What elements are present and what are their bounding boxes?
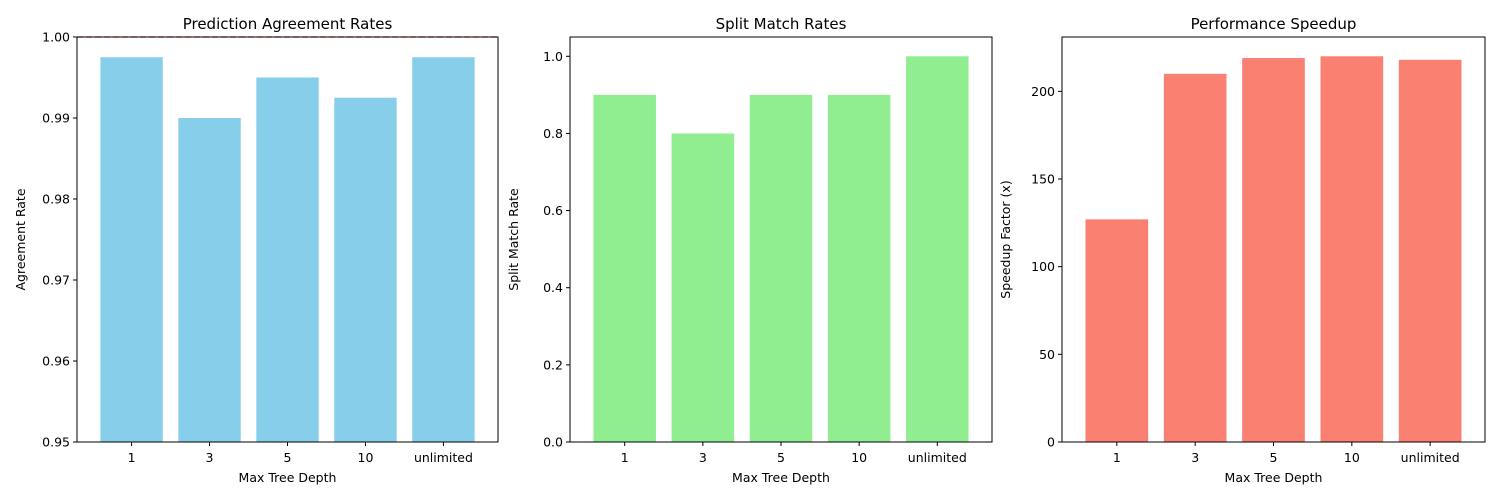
y-tick-label: 0: [1047, 435, 1055, 450]
y-axis-label: Speedup Factor (x): [998, 180, 1013, 298]
chart-title: Performance Speedup: [1191, 15, 1357, 33]
bar-10: [1320, 56, 1384, 443]
bar-unlimited: [906, 56, 969, 443]
x-tick-label: 3: [1191, 450, 1199, 465]
bar-3: [671, 133, 735, 442]
x-axis-label: Max Tree Depth: [239, 470, 337, 485]
x-tick-label: 10: [851, 450, 867, 465]
bar-1: [593, 94, 656, 442]
y-tick-label: 0.99: [42, 111, 70, 126]
bar-3: [1163, 73, 1227, 443]
x-tick-label: 10: [1344, 450, 1360, 465]
bar-10: [334, 97, 397, 442]
y-tick-label: 0.98: [42, 192, 70, 207]
chart-title: Prediction Agreement Rates: [183, 15, 393, 33]
y-tick-label: 1.00: [42, 30, 70, 45]
y-axis-label: Split Match Rate: [506, 188, 521, 291]
bar-unlimited: [1398, 59, 1462, 442]
x-axis-label: Max Tree Depth: [1225, 470, 1323, 485]
y-tick-label: 0.96: [42, 354, 70, 369]
y-tick-label: 150: [1031, 172, 1055, 187]
x-tick-label: 1: [1113, 450, 1121, 465]
x-tick-label: 5: [1270, 450, 1278, 465]
bar-5: [749, 94, 813, 442]
x-tick-label: unlimited: [908, 450, 967, 465]
x-tick-label: 10: [358, 450, 374, 465]
bar-unlimited: [412, 57, 475, 442]
chart-title: Split Match Rates: [716, 15, 847, 33]
chart-panel-1: 0.95 0.96 0.97 0.98 0.99 1.00 1 3 5 10 unlimited Pr…: [13, 15, 499, 485]
y-tick-label: 200: [1031, 84, 1055, 99]
x-tick-label: 5: [777, 450, 785, 465]
bar-5: [1242, 58, 1305, 442]
chart-panel-3: 0 50 100 150 200 1 3 5 10 unlimited Performance Sp…: [998, 15, 1486, 485]
y-tick-label: 1.0: [543, 49, 563, 64]
y-tick-label: 0.97: [42, 273, 70, 288]
bar-10: [827, 94, 891, 442]
y-axis-label: Agreement Rate: [13, 188, 28, 290]
x-tick-label: unlimited: [414, 450, 473, 465]
y-tick-label: 0.8: [543, 126, 563, 141]
x-tick-label: 3: [206, 450, 214, 465]
y-tick-label: 0.2: [543, 357, 563, 372]
y-tick-label: 0.4: [543, 280, 563, 295]
x-tick-label: 3: [699, 450, 707, 465]
y-tick-label: 100: [1031, 259, 1055, 274]
y-tick-label: 50: [1039, 347, 1055, 362]
bar-1: [100, 57, 163, 442]
x-tick-label: 1: [621, 450, 629, 465]
bar-3: [178, 118, 241, 442]
y-tick-label: 0.6: [543, 203, 563, 218]
bar-5: [256, 77, 319, 442]
x-tick-label: 1: [128, 450, 136, 465]
chart-panel-2: 0.0 0.2 0.4 0.6 0.8 1.0 1 3 5 10 unlimited Split Ma…: [506, 15, 993, 485]
x-tick-label: unlimited: [1401, 450, 1460, 465]
x-axis-label: Max Tree Depth: [732, 470, 830, 485]
x-tick-label: 5: [284, 450, 292, 465]
bar-1: [1085, 219, 1149, 442]
y-tick-label: 0.0: [543, 435, 563, 450]
y-tick-label: 0.95: [42, 435, 70, 450]
